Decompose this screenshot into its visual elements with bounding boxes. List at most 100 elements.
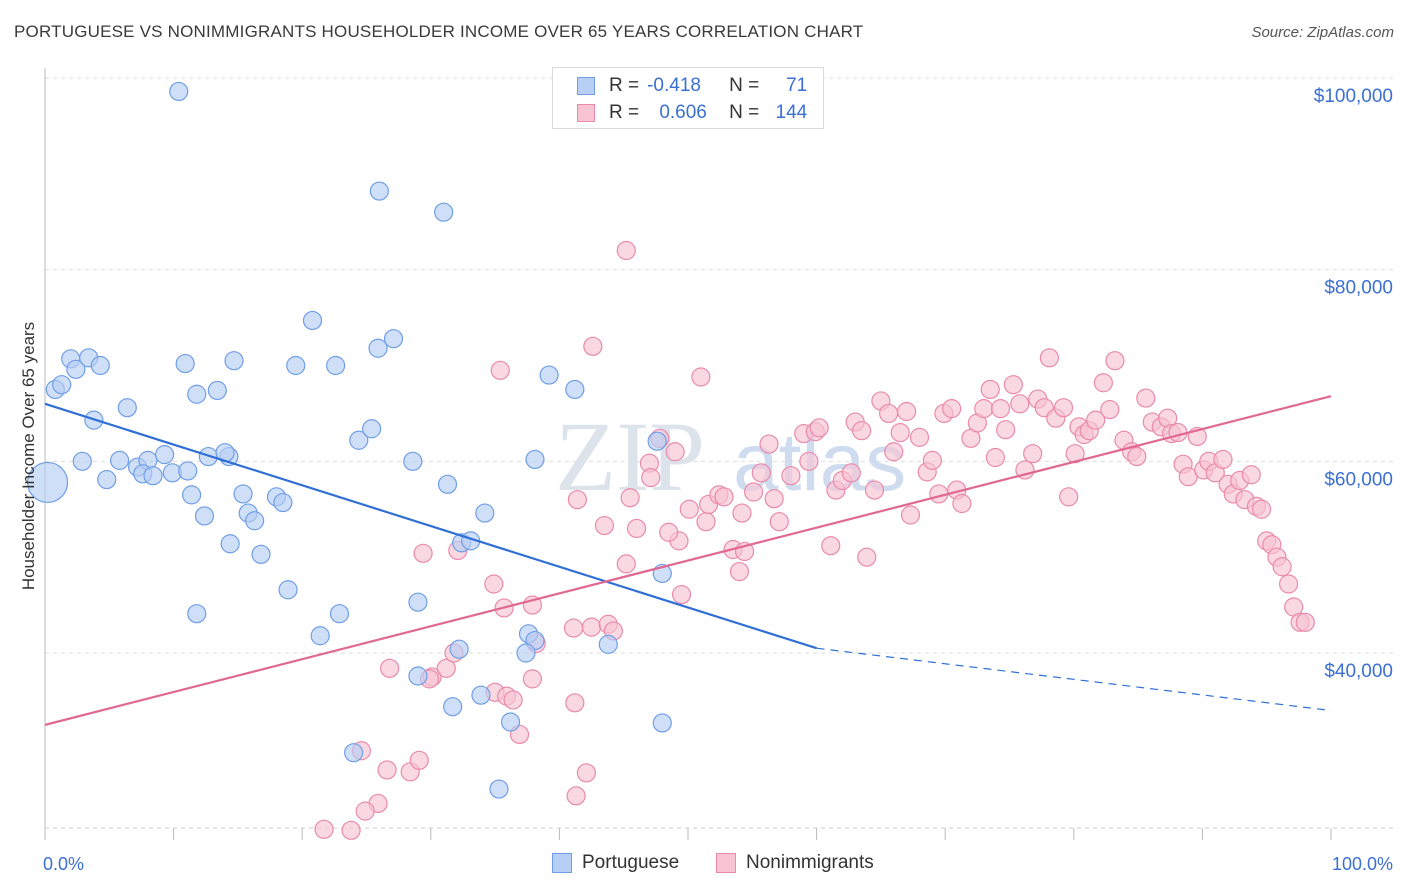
portuguese-point xyxy=(500,712,521,732)
portuguese-point xyxy=(97,469,117,490)
nonimmigrants-point xyxy=(659,522,679,542)
nonimmigrants-point xyxy=(641,468,661,488)
r-label: R = xyxy=(609,75,640,96)
nonimmigrants-point xyxy=(436,658,456,678)
nonimmigrants-point xyxy=(355,801,375,821)
nonimmigrants-point xyxy=(1003,375,1023,395)
portuguese-point xyxy=(220,534,240,554)
n-value: 144 xyxy=(775,102,808,123)
nonimmigrants-point xyxy=(1053,398,1074,418)
axes xyxy=(44,68,1395,840)
x-tick-label: 100.0% xyxy=(1332,854,1393,874)
portuguese-trend-extension xyxy=(816,647,1332,712)
legend-item-portuguese[interactable]: Portuguese xyxy=(552,852,679,874)
x-tick-label: 0.0% xyxy=(43,854,84,874)
portuguese-point xyxy=(154,445,175,465)
nonimmigrants-point xyxy=(1023,444,1043,464)
portuguese-point xyxy=(194,506,215,526)
portuguese-point xyxy=(598,634,618,654)
nonimmigrants-point xyxy=(691,367,711,387)
portuguese-point xyxy=(286,355,306,376)
nonimmigrants-point xyxy=(626,518,647,539)
nonimmigrants-point xyxy=(1213,449,1233,470)
chart-title: PORTUGUESE VS NONIMMIGRANTS HOUSEHOLDER … xyxy=(14,22,864,41)
stats-legend: R = -0.418 N = 71 R = 0.606 N = 144 xyxy=(552,67,824,129)
nonimmigrants-point xyxy=(852,421,872,441)
nonimmigrants-point xyxy=(696,512,716,532)
nonimmigrants-point xyxy=(890,422,910,443)
portuguese-point xyxy=(72,451,92,471)
nonimmigrants-point xyxy=(409,750,429,770)
portuguese-point xyxy=(278,580,298,600)
source-label: Source: ZipAtlas.com xyxy=(1251,24,1394,41)
y-tick-label: $80,000 xyxy=(1324,278,1393,299)
portuguese-point xyxy=(169,81,189,102)
nonimmigrants-trend-line xyxy=(44,395,1332,726)
n-value: 71 xyxy=(786,75,808,96)
nonimmigrants-point xyxy=(565,693,585,713)
portuguese-point xyxy=(117,398,137,418)
nonimmigrants-point xyxy=(594,515,615,536)
nonimmigrants-point xyxy=(665,442,685,462)
portuguese-point xyxy=(273,492,293,513)
nonimmigrants-point xyxy=(821,536,841,556)
portuguese-point xyxy=(647,431,667,451)
nonimmigrants-point xyxy=(413,543,433,563)
portuguese-point xyxy=(369,181,389,201)
legend-label-nonimmigrants: Nonimmigrants xyxy=(746,852,874,873)
portuguese-points xyxy=(26,81,672,799)
nonimmigrants-point xyxy=(1105,351,1125,371)
portuguese-point xyxy=(565,379,585,400)
nonimmigrants-point xyxy=(732,503,752,523)
portuguese-point xyxy=(368,338,388,358)
nonimmigrants-point xyxy=(764,489,784,509)
portuguese-point xyxy=(302,310,323,331)
trend-lines xyxy=(44,395,1332,726)
portuguese-point xyxy=(326,355,346,376)
nonimmigrants-point xyxy=(563,618,584,638)
nonimmigrants-point xyxy=(1100,399,1120,420)
nonimmigrants-point xyxy=(679,499,699,519)
nonimmigrants-point xyxy=(620,488,640,508)
nonimmigrants-point xyxy=(1295,612,1315,632)
legend-label-portuguese: Portuguese xyxy=(582,852,680,873)
r-value: -0.418 xyxy=(647,75,701,96)
y-tick-label: $60,000 xyxy=(1324,469,1393,490)
nonimmigrants-point xyxy=(743,482,764,502)
nonimmigrants-point xyxy=(314,819,334,839)
y-tick-label: $40,000 xyxy=(1324,661,1393,682)
portuguese-point xyxy=(310,626,330,646)
legend-item-nonimmigrants[interactable]: Nonimmigrants xyxy=(716,852,874,874)
portuguese-point xyxy=(408,592,428,612)
nonimmigrants-point xyxy=(985,447,1005,468)
portuguese-point xyxy=(383,329,404,349)
portuguese-point xyxy=(344,743,364,763)
nonimmigrants-point xyxy=(1251,499,1272,519)
portuguese-point xyxy=(207,380,227,401)
nonimmigrants-point xyxy=(922,450,942,470)
grid-lines xyxy=(45,77,1395,654)
nonimmigrants-point xyxy=(952,493,972,514)
portuguese-point xyxy=(349,430,369,450)
portuguese-point xyxy=(329,604,350,624)
nonimmigrants-point xyxy=(751,463,771,483)
legend-row-portuguese: R = -0.418 N = 71 xyxy=(577,74,807,98)
nonimmigrants-point xyxy=(781,466,801,486)
nonimmigrants-point xyxy=(990,399,1011,419)
nonimmigrants-point xyxy=(566,786,586,806)
nonimmigrants-point xyxy=(769,512,789,532)
nonimmigrants-point xyxy=(864,480,885,500)
portuguese-point xyxy=(443,697,463,717)
y-tick-label: $100,000 xyxy=(1314,86,1393,107)
nonimmigrants-point xyxy=(1086,410,1106,430)
portuguese-point xyxy=(434,202,454,222)
portuguese-point xyxy=(66,359,86,379)
nonimmigrants-point xyxy=(522,669,542,689)
nonimmigrants-point xyxy=(996,420,1016,440)
portuguese-trend-line xyxy=(44,402,817,650)
nonimmigrants-point xyxy=(980,379,1000,400)
r-value: 0.606 xyxy=(659,102,707,123)
nonimmigrants-point xyxy=(1010,394,1030,414)
series-legend: Portuguese Nonimmigrants xyxy=(0,852,1406,878)
